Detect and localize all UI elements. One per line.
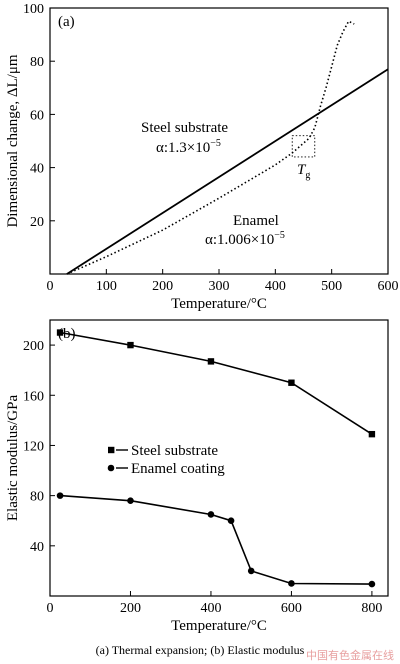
a-y-tick-label: 80 — [30, 55, 44, 70]
b-enamel-coating-point — [227, 517, 235, 525]
a-x-tick-label: 500 — [321, 279, 342, 294]
b-y-tick-label: 80 — [30, 490, 44, 505]
b-x-tick-label: 400 — [200, 601, 221, 616]
a-x-tick-label: 0 — [47, 279, 54, 294]
b-enamel-coating-point — [127, 497, 134, 504]
a-annotation-steel-label: Steel substrate — [141, 120, 228, 136]
a-x-tick-label: 600 — [378, 279, 399, 294]
b-series-enamel-coating-line — [60, 494, 372, 585]
a-y-tick-label: 20 — [30, 215, 44, 230]
b-y-tick-label: 120 — [23, 439, 44, 454]
b-x-tick-label: 800 — [361, 601, 382, 616]
b-enamel-coating-point — [207, 511, 215, 518]
a-x-tick-label: 300 — [209, 279, 230, 294]
b-steel-substrate-point — [368, 430, 376, 438]
a-annotation-enamel-alpha: α:1.006×10−5 — [205, 230, 285, 248]
b-x-tick-label: 600 — [281, 601, 302, 616]
b-enamel-coating-point — [288, 580, 295, 587]
a-y-tick-label: 60 — [30, 108, 44, 123]
a-panel-label: (a) — [58, 14, 75, 30]
a-x-axis-title: Temperature/°C — [171, 296, 267, 312]
b-x-axis-title: Temperature/°C — [171, 618, 267, 634]
a-tg-box — [291, 135, 316, 158]
a-x-tick-label: 200 — [152, 279, 173, 294]
a-series-steel-substrate-line — [66, 68, 389, 275]
b-x-tick-label: 0 — [47, 601, 54, 616]
b-steel-substrate-point — [207, 358, 215, 365]
a-annotation-steel-alpha: α:1.3×10−5 — [156, 138, 221, 156]
b-steel-substrate-point — [56, 329, 64, 336]
b-x-tick-label: 200 — [120, 601, 141, 616]
watermark-text: 中国有色金属在线 — [306, 648, 394, 662]
b-legend-enamel-coating-label: Enamel coating — [131, 461, 225, 477]
b-y-axis-title: Elastic modulus/GPa — [5, 395, 21, 522]
b-y-tick-label: 40 — [30, 540, 44, 555]
b-series-steel-substrate-line — [59, 331, 373, 435]
a-x-tick-label: 100 — [96, 279, 117, 294]
b-enamel-coating-point — [247, 567, 255, 575]
a-y-tick-label: 100 — [23, 2, 44, 17]
b-y-tick-label: 200 — [23, 339, 44, 354]
b-enamel-coating-point — [368, 580, 376, 588]
a-annotation-tg: Tg — [297, 162, 310, 181]
b-legend: Steel substrate Enamel coating — [107, 443, 225, 477]
a-y-axis-title: Dimensional change, ΔL/μm — [5, 54, 21, 227]
thermal-expansion-chart: 0 100 200 300 400 500 600 20 40 60 80 100 Temperatur… — [5, 2, 399, 312]
a-x-tick-label: 400 — [265, 279, 286, 294]
b-plot-frame — [49, 319, 389, 597]
a-annotation-enamel-label: Enamel — [233, 213, 279, 229]
b-steel-substrate-point — [127, 341, 134, 349]
b-legend-steel-substrate-marker — [108, 446, 115, 454]
elastic-modulus-chart: 0 200 400 600 800 40 80 120 160 200 Temperature/°C… — [5, 319, 389, 634]
b-steel-substrate-point — [288, 379, 295, 386]
b-y-tick-label: 160 — [23, 389, 44, 404]
b-legend-steel-substrate-label: Steel substrate — [131, 443, 218, 459]
b-enamel-coating-point — [56, 492, 64, 499]
a-y-tick-label: 40 — [30, 162, 44, 177]
figure-caption: (a) Thermal expansion; (b) Elastic modul… — [96, 643, 305, 657]
b-legend-enamel-coating-marker — [107, 464, 115, 472]
